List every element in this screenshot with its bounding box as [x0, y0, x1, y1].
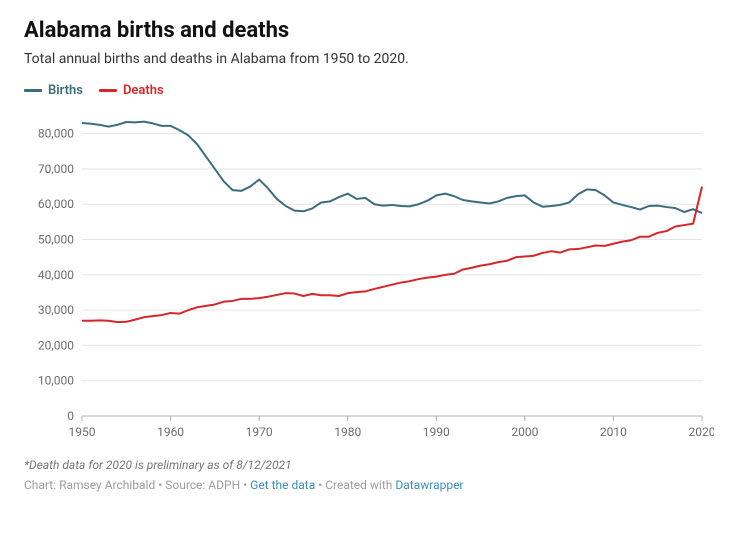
chart-svg: 0 10,000 20,000 30,000 40,000 50,000 60,000 70,… — [24, 106, 714, 446]
x-axis-label: 1970 — [246, 425, 273, 439]
chart-title: Alabama births and deaths — [24, 18, 714, 43]
y-axis-label: 80,000 — [38, 127, 74, 141]
y-axis-label: 60,000 — [38, 197, 74, 211]
y-axis-label: 10,000 — [38, 374, 74, 388]
series-line — [82, 122, 702, 213]
series-line — [82, 187, 702, 323]
footnote: *Death data for 2020 is preliminary as o… — [24, 458, 714, 472]
legend: Births Deaths — [24, 81, 714, 98]
y-axis-label: 50,000 — [38, 233, 74, 247]
x-axis-label: 1950 — [69, 425, 96, 439]
y-axis-label: 30,000 — [38, 303, 74, 317]
x-axis-label: 1960 — [157, 425, 184, 439]
credit-prefix: Chart: Ramsey Archibald • Source: ADPH • — [24, 478, 250, 492]
legend-swatch — [24, 89, 42, 92]
x-axis-label: 1980 — [334, 425, 361, 439]
x-axis-label: 2010 — [600, 425, 627, 439]
legend-swatch — [99, 89, 117, 92]
y-axis-label: 0 — [67, 409, 74, 423]
y-axis-label: 20,000 — [38, 338, 74, 352]
datawrapper-link[interactable]: Datawrapper — [395, 478, 463, 492]
credit-line: Chart: Ramsey Archibald • Source: ADPH •… — [24, 478, 714, 492]
line-chart: 0 10,000 20,000 30,000 40,000 50,000 60,000 70,… — [24, 106, 714, 446]
legend-item: Deaths — [99, 83, 164, 98]
y-axis-label: 70,000 — [38, 162, 74, 176]
x-axis-label: 2000 — [511, 425, 538, 439]
x-axis-label: 2020 — [689, 425, 714, 439]
chart-subtitle: Total annual births and deaths in Alabam… — [24, 51, 714, 67]
x-axis-label: 1990 — [423, 425, 450, 439]
y-axis-label: 40,000 — [38, 268, 74, 282]
legend-label: Deaths — [123, 83, 164, 98]
get-data-link[interactable]: Get the data — [250, 478, 315, 492]
credit-middle: • Created with — [315, 478, 395, 492]
legend-label: Births — [48, 83, 83, 98]
legend-item: Births — [24, 83, 83, 98]
